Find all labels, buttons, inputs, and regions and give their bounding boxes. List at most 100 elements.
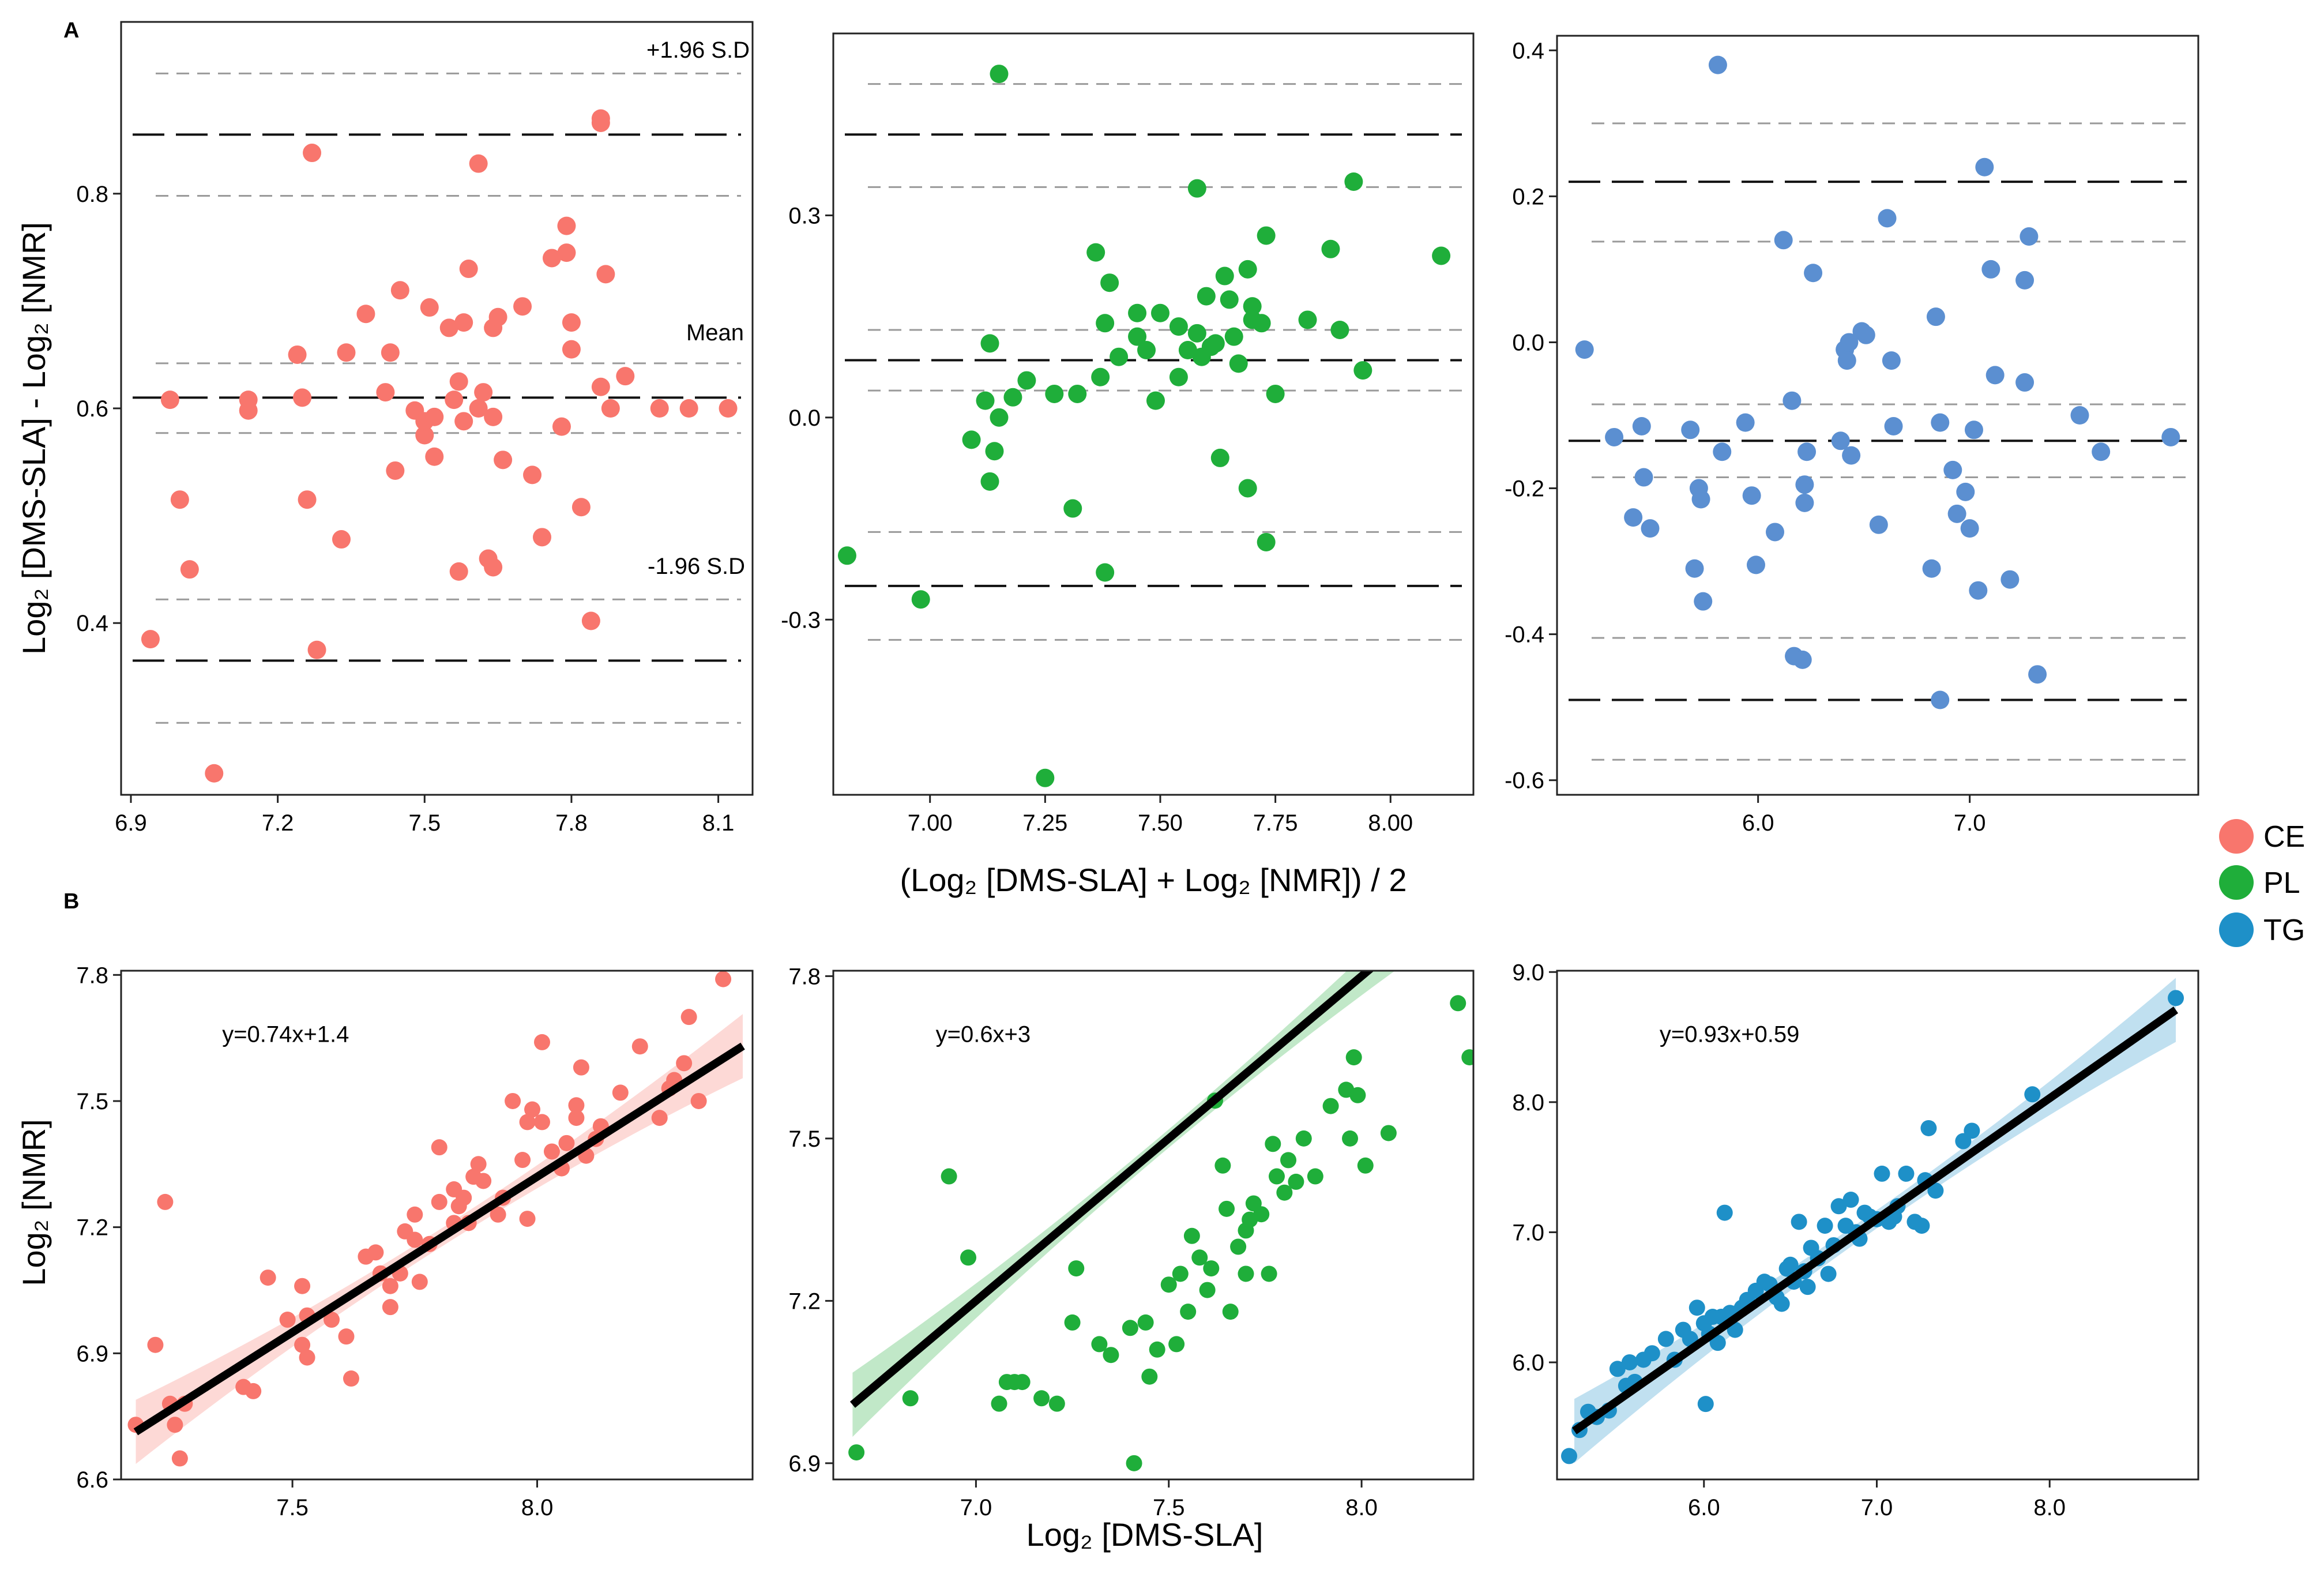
x-axis-title-a: (Log₂ [DMS-SLA] + Log₂ [NMR]) / 2 [900,862,1407,898]
data-point [1380,1125,1397,1141]
panel-label-a: A [63,18,79,43]
data-point [991,1395,1007,1412]
data-point [337,343,356,362]
data-point [1913,1218,1930,1234]
data-point [1681,420,1700,440]
data-point [367,1244,384,1261]
data-point [960,1249,977,1266]
y-tick-label: 6.0 [1512,1350,1544,1376]
data-point [1689,1299,1705,1316]
data-point [1783,391,1802,410]
data-point [1266,384,1285,403]
data-point [1187,179,1206,198]
x-tick-label: 6.9 [115,810,147,836]
data-point [431,1193,447,1210]
data-point [439,318,458,337]
y-tick-label: 0.0 [788,405,821,431]
plot-frame [832,970,1475,1481]
data-point [980,334,999,353]
data-point [591,377,610,396]
legend-label-ce: CE [2263,820,2305,854]
data-point [558,1135,575,1151]
data-point [1922,559,1941,578]
data-point [680,1009,697,1026]
data-point [167,1417,183,1433]
data-point [1261,1265,1277,1282]
data-point [376,383,395,402]
data-point [1036,768,1055,787]
data-point [1265,1136,1281,1152]
data-point [552,417,571,436]
data-point [147,1336,164,1353]
data-point [690,1092,707,1109]
data-point [1975,157,1994,176]
data-point [1931,413,1950,432]
data-point [1253,1206,1270,1223]
y-tick-label: 7.8 [76,963,108,988]
data-point [1322,1098,1339,1114]
y-tick-label: 0.8 [76,182,108,207]
data-point [1799,1279,1816,1295]
data-point [1956,482,1975,501]
data-point [562,313,581,332]
data-point [1869,515,1888,534]
data-point [1960,519,1979,538]
data-point [425,407,444,426]
data-point [415,426,434,445]
data-point [1357,1157,1374,1174]
data-point [1063,499,1082,518]
x-tick-label: 8.0 [521,1495,554,1520]
data-point [902,1390,919,1407]
legend-swatch-tg [2219,912,2254,947]
data-point [1146,391,1165,410]
y-tick-label: -0.6 [1505,768,1544,794]
data-point [601,399,620,418]
plot-tg-regression: 6.0 7.0 8.0 6.0 7.0 8.0 9.0 y=0.93x+0.59 [1512,960,2199,1520]
data-point [299,1349,315,1366]
data-point [573,1059,589,1076]
data-point [1713,442,1732,461]
data-point [454,313,473,332]
data-point [307,640,326,659]
data-point [1150,303,1169,322]
data-point [1068,1260,1085,1277]
data-point [1122,1320,1138,1336]
data-point [1943,460,1962,479]
data-point [294,1336,311,1353]
data-point [1178,341,1197,360]
data-point [303,144,322,163]
data-point [1782,1256,1799,1273]
data-point [1238,260,1257,279]
data-point [381,343,400,362]
data-point [141,630,160,649]
data-point [470,1156,487,1173]
data-point [534,1114,550,1130]
x-tick-label: 6.0 [1742,810,1774,836]
data-point [1842,1192,1859,1208]
data-point [571,498,591,517]
data-point [484,558,503,577]
data-point [1068,384,1087,403]
data-point [338,1328,355,1345]
data-point [356,305,375,324]
data-point [1820,1265,1837,1282]
data-point [616,367,635,386]
data-point [1353,361,1372,380]
data-point [1224,327,1243,346]
plot-frame [832,32,1475,796]
data-point [1206,334,1225,353]
data-point [1817,1218,1833,1234]
data-point [279,1312,296,1328]
data-point [519,1114,536,1130]
data-point [962,430,981,449]
data-point [1215,266,1234,286]
data-point [505,1092,521,1109]
data-point [1898,1165,1915,1182]
data-point [1091,367,1110,386]
data-point [651,1110,668,1126]
data-point [1064,1314,1081,1331]
data-point [1288,1173,1304,1190]
data-point [1964,420,1983,440]
legend: CE PL TG [2219,819,2305,947]
x-axis-title-b: Log₂ [DMS-SLA] [1026,1516,1263,1553]
